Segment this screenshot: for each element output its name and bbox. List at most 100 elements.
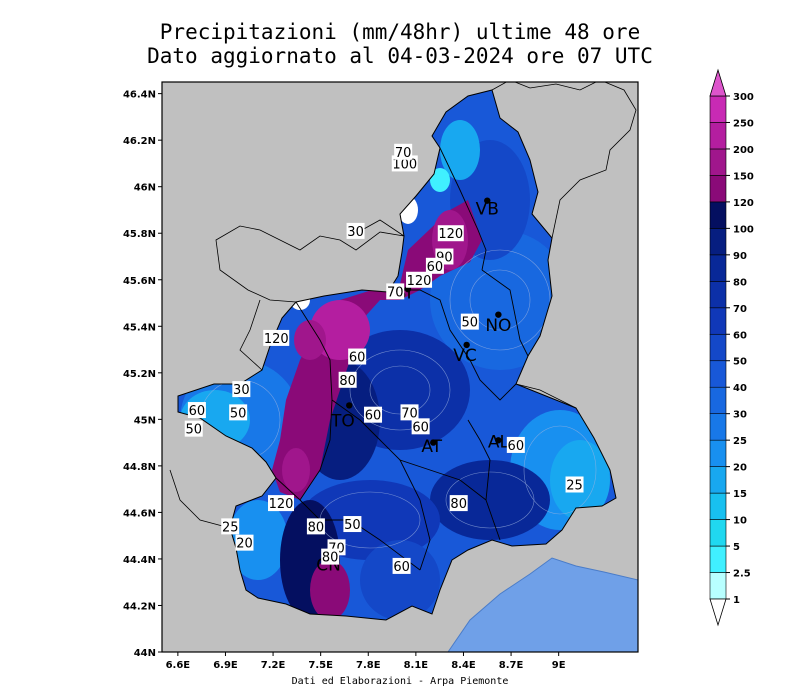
contour-label-text: 60 <box>393 560 410 575</box>
contour-label-text: 120 <box>269 497 294 512</box>
colorbar-segment <box>709 228 727 256</box>
contour-label: 30 <box>232 381 251 398</box>
contour-label-text: 60 <box>189 404 206 419</box>
contour-label: 60 <box>364 406 383 424</box>
lat-label: 44.8N <box>123 462 156 473</box>
contour-label-bg <box>392 557 411 574</box>
contour-label-text: 80 <box>308 520 325 535</box>
colorbar-label: 90 <box>733 251 747 262</box>
contour-label: 50 <box>184 420 203 438</box>
contour-label-bg <box>406 271 433 288</box>
colorbar-segment <box>709 95 727 123</box>
contour-label-text: 100 <box>392 157 417 172</box>
map-title-line1: Precipitazioni (mm/48hr) ultime 48 ore <box>159 20 641 44</box>
contour-label: 70 <box>400 404 419 421</box>
colorbar-segment <box>709 386 727 414</box>
contour-label: 80 <box>321 548 340 566</box>
contour-label: 50 <box>343 516 362 533</box>
colorbar-segment <box>709 201 727 229</box>
contour-label-bg <box>565 476 584 493</box>
colorbar-label: 15 <box>733 489 747 500</box>
contour-label-bg <box>394 143 413 160</box>
province-borders <box>275 147 529 571</box>
lat-label: 45.6N <box>123 276 156 287</box>
contour-label-text: 80 <box>339 374 356 389</box>
lat-label: 45.2N <box>123 369 156 380</box>
neighbour-borders <box>169 82 637 529</box>
contour-label-bg <box>338 371 357 388</box>
contour-label-bg <box>235 534 254 551</box>
contour-label-bg <box>221 518 240 535</box>
credit-footer: Dati ed Elaborazioni - Arpa Piemonte <box>291 676 509 687</box>
contour-label-text: 70 <box>395 146 412 161</box>
lon-label: 7.5E <box>308 660 333 671</box>
lat-label: 45.4N <box>123 322 156 333</box>
contour-label-text: 30 <box>347 225 364 240</box>
contour-label-text: 30 <box>233 383 250 398</box>
lat-label: 45N <box>134 415 156 426</box>
contour-label-text: 50 <box>344 518 361 533</box>
colorbar-segment <box>709 148 727 176</box>
contour-label-bg <box>321 548 340 565</box>
lat-label: 44N <box>134 648 156 659</box>
colorbar-segment <box>709 572 727 600</box>
lon-label: 6.9E <box>213 660 238 671</box>
colorbar-segment <box>709 492 727 520</box>
contour-label: 80 <box>338 371 357 389</box>
lon-label: 6.6E <box>166 660 191 671</box>
colorbar-segment <box>709 439 727 467</box>
contour-label-bg <box>263 329 290 346</box>
contour-label-bg <box>306 518 325 535</box>
contour-label-text: 80 <box>450 497 467 512</box>
lat-label: 44.6N <box>123 508 156 519</box>
colorbar-label: 25 <box>733 436 747 447</box>
colorbar-segment <box>709 254 727 282</box>
contour-label-bg <box>346 222 365 239</box>
colorbar-label: 100 <box>733 224 754 235</box>
contour-label-bg <box>400 404 419 421</box>
contour-label-text: 60 <box>427 260 444 275</box>
colorbar-top-arrow <box>709 68 727 97</box>
contour-label-text: 50 <box>462 316 479 331</box>
contour-label-bg <box>268 495 294 512</box>
lat-label: 44.4N <box>123 555 156 566</box>
lat-label: 46.2N <box>123 136 156 147</box>
colorbar-label: 70 <box>733 304 747 315</box>
contour-label-text: 120 <box>264 332 289 347</box>
colorbar-label: 200 <box>733 145 754 156</box>
colorbar-label: 120 <box>733 198 754 209</box>
province-label-no: NO <box>485 316 511 336</box>
lon-label: 8.1E <box>404 660 429 671</box>
lon-label: 8.4E <box>451 660 476 671</box>
contour-label: 60 <box>187 402 206 419</box>
contour-label-text: 120 <box>407 274 432 289</box>
contour-label-bg <box>364 406 383 423</box>
province-label-at: AT <box>421 437 442 457</box>
contour-label: 20 <box>235 534 254 552</box>
colorbar-segment <box>709 466 727 494</box>
contour-label-text: 25 <box>222 520 239 535</box>
longitude-labels: 6.6E 6.9E 7.2E 7.5E 7.8E 8.1E 8.4E 8.7E 9E <box>166 660 566 671</box>
contour-label-bg <box>232 381 251 398</box>
colorbar-segment <box>709 360 727 388</box>
colorbar-label: 40 <box>733 383 747 394</box>
contour-label: 60 <box>506 436 525 454</box>
contour-label-text: 60 <box>508 439 525 454</box>
lon-label: 8.7E <box>499 660 524 671</box>
province-label-to: TO <box>330 411 355 431</box>
contour-label-text: 60 <box>365 409 382 424</box>
lon-label: 9E <box>552 660 566 671</box>
colorbar-segment <box>709 413 727 441</box>
contour-label: 120 <box>437 225 464 242</box>
sea-area <box>447 557 638 652</box>
colorbar-label: 20 <box>733 463 747 474</box>
contour-label: 120 <box>268 495 294 512</box>
province-label-vb: VB <box>476 200 499 220</box>
city-dot <box>430 439 437 446</box>
lon-label: 7.2E <box>261 660 286 671</box>
map-frame <box>161 81 639 653</box>
contour-label-bg <box>460 313 479 330</box>
contour-label-text: 80 <box>322 551 339 566</box>
